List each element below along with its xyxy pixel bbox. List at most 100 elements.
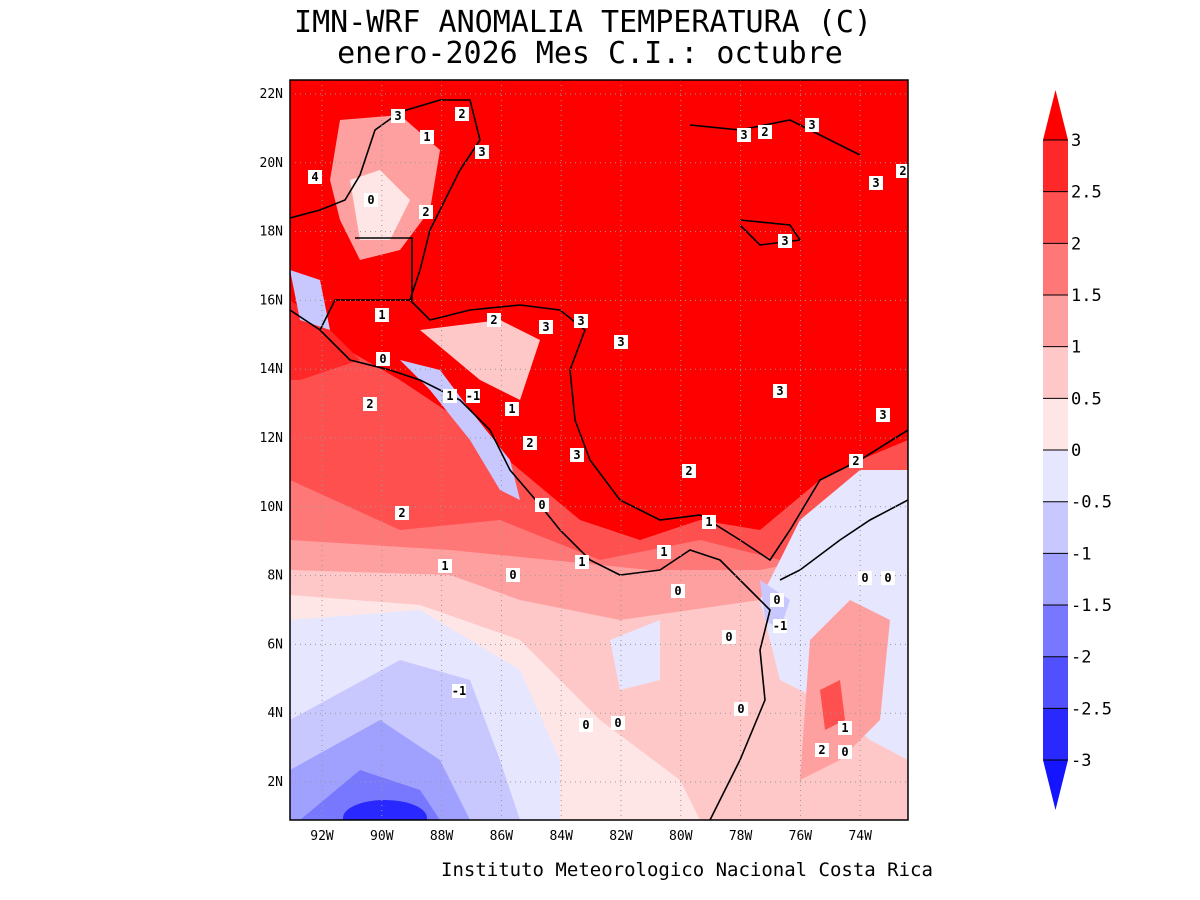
contour-label-box	[758, 125, 772, 139]
contour-label: 0	[509, 568, 516, 582]
field-band	[343, 800, 427, 820]
colorbar-label: 2	[1071, 234, 1081, 254]
contour-label: 2	[818, 743, 825, 757]
contour-label: 3	[617, 335, 624, 349]
lat-label: 8N	[267, 569, 283, 584]
lat-label: 12N	[260, 431, 283, 446]
contour-label: -1	[452, 684, 466, 698]
contour-label-box	[614, 335, 628, 349]
colorbar-label: -1	[1071, 544, 1091, 564]
contour-label-box	[876, 408, 890, 422]
contour-label: 1	[446, 389, 453, 403]
border-guatemala	[319, 237, 413, 331]
graticule	[290, 80, 908, 820]
lon-label: 74W	[848, 829, 872, 844]
contour-label: -1	[773, 619, 787, 633]
field-band	[800, 600, 890, 780]
contour-label-box	[838, 721, 852, 735]
contour-label-box	[506, 568, 520, 582]
map-frame	[289, 79, 909, 821]
contour-label-box	[858, 571, 872, 585]
lat-label: 18N	[260, 225, 283, 240]
contour-label: 1	[508, 402, 515, 416]
contour-label: 2	[899, 164, 906, 178]
lon-label: 76W	[789, 829, 813, 844]
footer: Instituto Meteorologico Nacional Costa R…	[441, 859, 933, 881]
contour-label: 1	[705, 515, 712, 529]
lon-label: 92W	[310, 829, 334, 844]
contour-label: 2	[490, 313, 497, 327]
contour-label: 2	[398, 506, 405, 520]
contour-label-box	[395, 506, 409, 520]
colorbar-label: 0	[1071, 441, 1081, 461]
contour-label-box	[376, 352, 390, 366]
field-band	[610, 620, 660, 690]
colorbar-label: -0.5	[1071, 493, 1112, 513]
contour-label-box	[849, 454, 863, 468]
colorbar-swatch	[1043, 501, 1068, 554]
contour-label: 2	[685, 464, 692, 478]
contour-label-box	[419, 205, 433, 219]
contour-label-box	[455, 107, 469, 121]
contour-label: 3	[872, 176, 879, 190]
contour-label: 0	[379, 352, 386, 366]
lon-label: 86W	[490, 829, 514, 844]
colorbar-swatch	[1043, 398, 1068, 451]
contour-label-box	[671, 584, 685, 598]
colorbar-cap	[1043, 760, 1068, 811]
lat-label: 20N	[260, 156, 283, 171]
contour-label: 0	[884, 571, 891, 585]
lon-label: 84W	[549, 829, 573, 844]
colorbar-label: 1.5	[1071, 286, 1102, 306]
contour-label: 3	[879, 408, 886, 422]
lon-label: 88W	[430, 829, 454, 844]
field-band	[420, 320, 540, 400]
contour-label-box	[420, 130, 434, 144]
field-band	[400, 360, 520, 500]
colorbar-swatch	[1043, 295, 1068, 348]
contour-label-box	[487, 313, 501, 327]
contour-label: 0	[582, 718, 589, 732]
contour-label-box	[611, 716, 625, 730]
contour-label-box	[869, 176, 883, 190]
contour-label-box	[364, 193, 378, 207]
contour-label: 3	[478, 145, 485, 159]
contour-label: 3	[808, 118, 815, 132]
lon-label: 90W	[370, 829, 394, 844]
contour-label: 3	[542, 320, 549, 334]
contour-label: 1	[378, 308, 385, 322]
contour-label-box	[815, 743, 829, 757]
field-band	[350, 170, 410, 240]
colorbar-swatch	[1043, 656, 1068, 709]
contour-label: 0	[674, 584, 681, 598]
colorbar-swatch	[1043, 243, 1068, 296]
contour-label-box	[452, 684, 466, 698]
contour-label-box	[375, 308, 389, 322]
contour-label: 0	[367, 193, 374, 207]
contour-label: 2	[526, 436, 533, 450]
colorbar-label: -1.5	[1071, 596, 1112, 616]
colorbar-label: 1	[1071, 338, 1081, 358]
contour-label: 2	[458, 107, 465, 121]
contour-label: 3	[776, 384, 783, 398]
contour-label-box	[657, 545, 671, 559]
contour-label-box	[443, 389, 457, 403]
colorbar-swatch	[1043, 450, 1068, 503]
lat-label: 16N	[260, 293, 283, 308]
colorbar-label: -2	[1071, 648, 1091, 668]
contour-label-box	[881, 571, 895, 585]
contour-label-box	[702, 515, 716, 529]
contour-label: 1	[841, 721, 848, 735]
contour-label: 4	[311, 170, 318, 184]
contour-label: 0	[841, 745, 848, 759]
lat-label: 2N	[267, 775, 283, 790]
contour-label-box	[574, 314, 588, 328]
contour-label-box	[805, 118, 819, 132]
contour-label-box	[539, 320, 553, 334]
contour-label: -1	[466, 389, 480, 403]
colorbar-swatch	[1043, 553, 1068, 606]
colorbar-cap	[1043, 90, 1068, 140]
contour-label-box	[575, 555, 589, 569]
